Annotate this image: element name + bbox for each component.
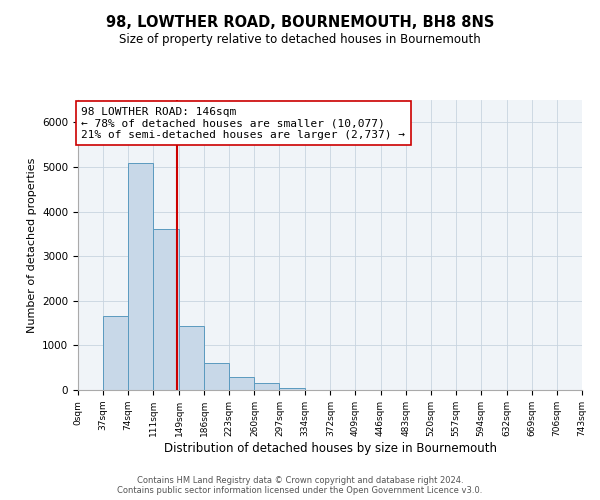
Bar bbox=[254, 384, 280, 390]
Text: Size of property relative to detached houses in Bournemouth: Size of property relative to detached ho… bbox=[119, 32, 481, 46]
Text: 98, LOWTHER ROAD, BOURNEMOUTH, BH8 8NS: 98, LOWTHER ROAD, BOURNEMOUTH, BH8 8NS bbox=[106, 15, 494, 30]
Y-axis label: Number of detached properties: Number of detached properties bbox=[26, 158, 37, 332]
Bar bbox=[280, 388, 305, 390]
Text: Contains HM Land Registry data © Crown copyright and database right 2024.
Contai: Contains HM Land Registry data © Crown c… bbox=[118, 476, 482, 495]
Bar bbox=[153, 230, 179, 390]
Bar bbox=[229, 376, 254, 390]
Bar bbox=[103, 316, 128, 390]
X-axis label: Distribution of detached houses by size in Bournemouth: Distribution of detached houses by size … bbox=[163, 442, 497, 454]
Bar bbox=[128, 164, 153, 390]
Bar bbox=[204, 363, 229, 390]
Bar bbox=[179, 326, 204, 390]
Text: 98 LOWTHER ROAD: 146sqm
← 78% of detached houses are smaller (10,077)
21% of sem: 98 LOWTHER ROAD: 146sqm ← 78% of detache… bbox=[82, 106, 406, 140]
